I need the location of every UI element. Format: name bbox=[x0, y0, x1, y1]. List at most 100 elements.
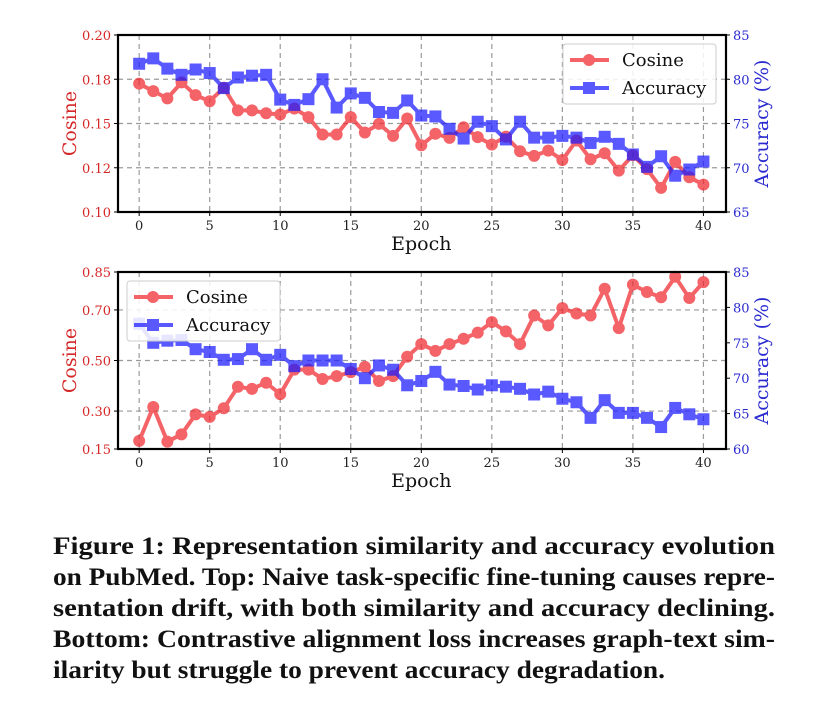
legend: Cosine Accuracy bbox=[562, 43, 717, 105]
data-point-cosine bbox=[697, 178, 710, 191]
y-tick-label-right: 85 bbox=[733, 266, 750, 281]
data-point-accuracy bbox=[641, 411, 654, 424]
data-point-cosine bbox=[246, 104, 259, 117]
data-point-accuracy bbox=[358, 91, 371, 104]
x-tick-label: 40 bbox=[695, 219, 712, 234]
data-point-cosine bbox=[570, 307, 583, 320]
data-point-cosine bbox=[485, 138, 498, 151]
data-point-accuracy bbox=[485, 379, 498, 392]
data-point-cosine bbox=[556, 153, 569, 166]
data-point-cosine bbox=[401, 112, 414, 125]
data-point-cosine bbox=[189, 408, 202, 421]
data-point-accuracy bbox=[443, 378, 456, 391]
x-tick-label: 35 bbox=[625, 219, 642, 234]
data-point-accuracy bbox=[556, 392, 569, 405]
data-point-cosine bbox=[499, 325, 512, 338]
x-axis-label: Epoch bbox=[391, 470, 451, 492]
data-point-cosine bbox=[683, 292, 696, 305]
bottom-chart: 0 5 10 15 20 25 30 35 40 0.15 0.30 0.50 0.70 0.85 60 65… bbox=[59, 266, 773, 492]
data-point-cosine bbox=[161, 92, 174, 105]
caption-line: sentation drift, with both similarity an… bbox=[53, 595, 775, 622]
data-point-cosine bbox=[443, 131, 456, 144]
data-point-cosine bbox=[669, 155, 682, 168]
y-axis-label-left: Cosine bbox=[59, 91, 81, 156]
data-point-accuracy bbox=[330, 101, 343, 114]
data-point-cosine bbox=[274, 108, 287, 121]
data-point-cosine bbox=[133, 77, 146, 90]
data-point-cosine bbox=[217, 402, 230, 415]
data-point-cosine bbox=[175, 428, 188, 441]
data-point-cosine bbox=[358, 126, 371, 139]
data-point-cosine bbox=[372, 374, 385, 387]
x-axis-label: Epoch bbox=[391, 233, 451, 255]
data-point-cosine bbox=[344, 111, 357, 124]
data-point-cosine bbox=[612, 164, 625, 177]
legend: Cosine Accuracy bbox=[126, 280, 281, 342]
x-tick-label: 0 bbox=[135, 456, 143, 471]
data-point-cosine bbox=[387, 129, 400, 142]
data-point-accuracy bbox=[542, 131, 555, 144]
data-point-accuracy bbox=[260, 68, 273, 81]
data-point-cosine bbox=[612, 322, 625, 335]
y-tick-label-left: 0.15 bbox=[82, 118, 111, 133]
legend-label: Accuracy bbox=[621, 78, 707, 99]
data-point-cosine bbox=[415, 338, 428, 351]
y-tick-label-right: 65 bbox=[733, 408, 750, 423]
data-point-cosine bbox=[133, 434, 146, 447]
data-point-cosine bbox=[697, 276, 710, 289]
legend-square-icon bbox=[583, 82, 595, 94]
data-point-cosine bbox=[655, 291, 668, 304]
data-point-cosine bbox=[231, 104, 244, 117]
series-cosine bbox=[133, 270, 710, 448]
data-point-accuracy bbox=[344, 87, 357, 100]
data-point-cosine bbox=[372, 117, 385, 130]
data-point-accuracy bbox=[231, 71, 244, 84]
data-point-accuracy bbox=[260, 353, 273, 366]
y-tick-label-left: 0.50 bbox=[82, 355, 111, 370]
data-point-accuracy bbox=[274, 93, 287, 106]
x-tick-label: 30 bbox=[554, 219, 571, 234]
data-point-accuracy bbox=[246, 69, 259, 82]
y-tick-label-right: 70 bbox=[733, 372, 750, 387]
data-point-cosine bbox=[598, 147, 611, 160]
data-point-cosine bbox=[457, 121, 470, 134]
data-point-cosine bbox=[457, 332, 470, 345]
legend-circle-icon bbox=[147, 291, 159, 303]
x-tick-label: 35 bbox=[625, 456, 642, 471]
data-point-cosine bbox=[655, 181, 668, 194]
data-point-accuracy bbox=[471, 115, 484, 128]
data-point-cosine bbox=[161, 435, 174, 448]
legend-circle-icon bbox=[583, 54, 595, 66]
y-tick-label-left: 0.70 bbox=[82, 304, 111, 319]
y-tick-label-left: 0.12 bbox=[82, 162, 111, 177]
charts: 0 5 10 15 20 25 30 35 40 0.10 0.12 0.15 0.18 0.20 65 70… bbox=[59, 29, 773, 492]
data-point-accuracy bbox=[626, 148, 639, 161]
data-point-accuracy bbox=[556, 129, 569, 142]
data-point-cosine bbox=[302, 111, 315, 124]
data-point-cosine bbox=[584, 309, 597, 322]
legend-label: Cosine bbox=[622, 50, 684, 71]
data-point-accuracy bbox=[358, 372, 371, 385]
data-point-accuracy bbox=[471, 383, 484, 396]
data-point-accuracy bbox=[274, 348, 287, 361]
data-point-accuracy bbox=[499, 133, 512, 146]
data-point-cosine bbox=[189, 89, 202, 102]
data-point-accuracy bbox=[683, 408, 696, 421]
data-point-cosine bbox=[528, 309, 541, 322]
y-tick-label-left: 0.20 bbox=[82, 29, 111, 44]
data-point-accuracy bbox=[697, 155, 710, 168]
data-point-cosine bbox=[231, 380, 244, 393]
data-point-accuracy bbox=[415, 109, 428, 122]
series-accuracy bbox=[133, 52, 710, 182]
x-tick-label: 20 bbox=[413, 456, 430, 471]
data-point-cosine bbox=[471, 326, 484, 339]
data-point-accuracy bbox=[612, 137, 625, 150]
figure-caption: Figure 1: Representation similarity and … bbox=[53, 533, 775, 684]
data-point-accuracy bbox=[514, 382, 527, 395]
series-accuracy bbox=[133, 317, 710, 434]
data-point-accuracy bbox=[570, 396, 583, 409]
data-point-cosine bbox=[598, 282, 611, 295]
data-point-accuracy bbox=[372, 105, 385, 118]
data-point-accuracy bbox=[401, 94, 414, 107]
data-point-cosine bbox=[626, 278, 639, 291]
